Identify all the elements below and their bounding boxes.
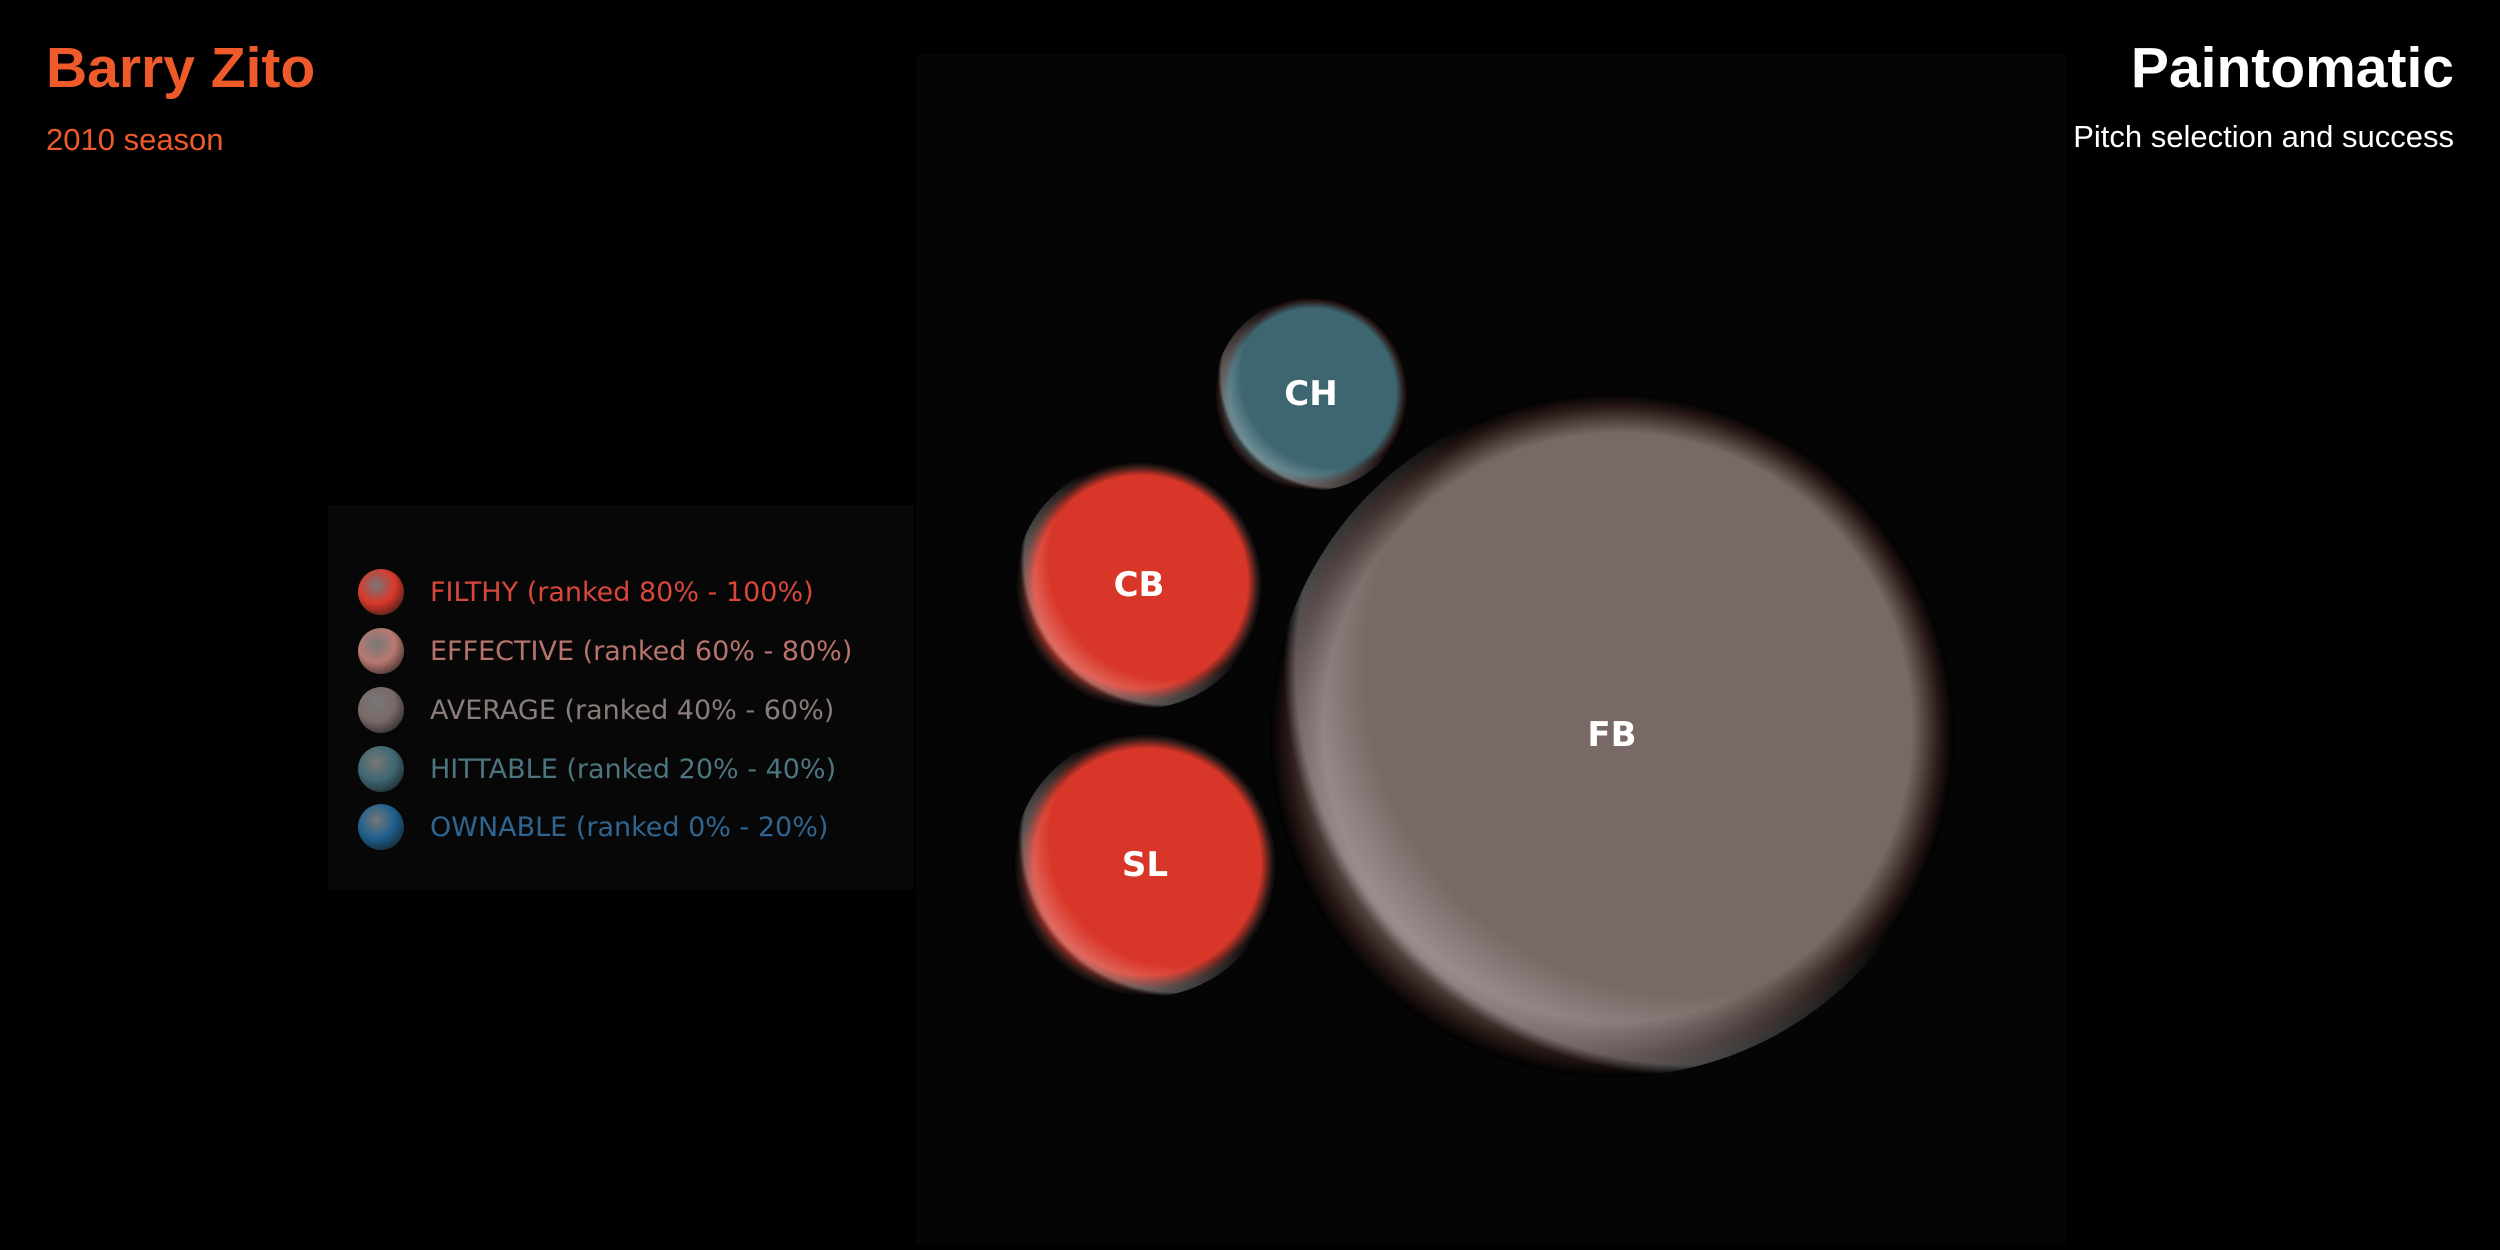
bubble-label-ch: CH: [1284, 374, 1337, 414]
legend-item-hittable: HITTABLE (ranked 20% - 40%): [358, 745, 836, 793]
legend-swatch-average: [358, 687, 404, 733]
app-subtitle: Pitch selection and success: [2073, 119, 2454, 154]
legend-label-ownable: OWNABLE (ranked 0% - 20%): [430, 811, 829, 843]
player-name: Barry Zito: [46, 36, 316, 100]
legend-item-effective: EFFECTIVE (ranked 60% - 80%): [358, 627, 852, 675]
bubble-highlight-sl: [1013, 733, 1277, 997]
bubble-highlight-fb: [1270, 393, 1954, 1077]
legend-swatch-effective: [358, 628, 404, 674]
bubble-label-cb: CB: [1114, 565, 1165, 605]
legend-swatch-hittable: [358, 746, 404, 792]
legend-label-average: AVERAGE (ranked 40% - 60%): [430, 694, 835, 726]
legend: FILTHY (ranked 80% - 100%) EFFECTIVE (ra…: [328, 505, 914, 890]
legend-swatch-filthy: [358, 569, 404, 615]
season-label: 2010 season: [46, 122, 224, 157]
bubble-highlight-ch: [1214, 297, 1408, 491]
legend-item-average: AVERAGE (ranked 40% - 60%): [358, 686, 834, 734]
legend-item-ownable: OWNABLE (ranked 0% - 20%): [358, 803, 828, 851]
legend-label-filthy: FILTHY (ranked 80% - 100%): [430, 576, 814, 608]
legend-label-hittable: HITTABLE (ranked 20% - 40%): [430, 753, 837, 785]
bubble-label-sl: SL: [1122, 845, 1168, 885]
app-title: Paintomatic: [2130, 36, 2454, 100]
legend-swatch-ownable: [358, 804, 404, 850]
bubble-highlight-cb: [1015, 461, 1263, 709]
bubble-label-fb: FB: [1587, 715, 1636, 755]
legend-label-effective: EFFECTIVE (ranked 60% - 80%): [430, 635, 853, 667]
legend-item-filthy: FILTHY (ranked 80% - 100%): [358, 568, 814, 616]
